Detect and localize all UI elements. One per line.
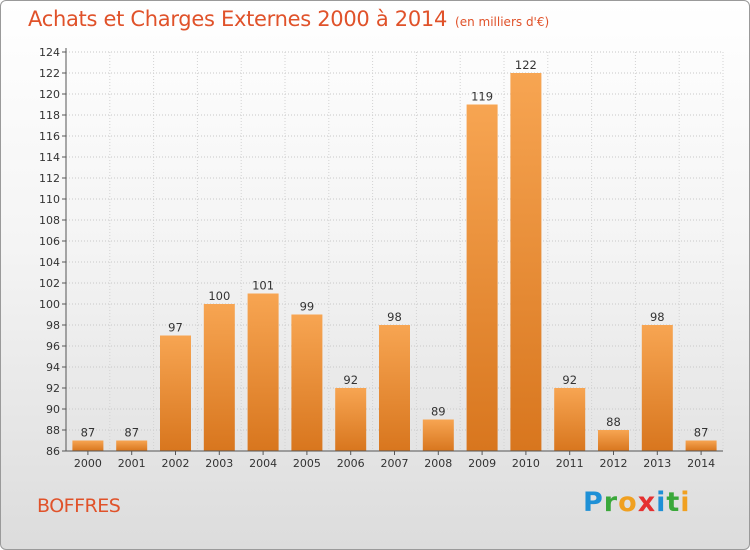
x-tick-label: 2000 <box>74 457 102 470</box>
data-label: 87 <box>81 426 96 440</box>
bar-2001 <box>116 440 148 451</box>
bar-2008 <box>422 419 454 451</box>
bar-2006 <box>335 388 367 451</box>
y-tick-label: 100 <box>39 298 60 311</box>
y-tick-label: 106 <box>39 235 60 248</box>
x-tick-label: 2012 <box>600 457 628 470</box>
data-labels: 87 87 97 100 101 99 92 98 89 119 122 92 88 98 87 <box>81 58 709 440</box>
data-label: 122 <box>515 58 537 72</box>
data-label: 88 <box>606 415 621 429</box>
logo-letter: P <box>583 487 604 518</box>
data-label: 87 <box>124 426 139 440</box>
y-tick-label: 104 <box>39 256 60 269</box>
data-label: 119 <box>471 90 493 104</box>
data-label: 89 <box>431 405 446 419</box>
grid-lines <box>65 51 724 452</box>
y-tick-label: 124 <box>39 46 60 59</box>
x-tick-label: 2006 <box>337 457 365 470</box>
bar-2009 <box>466 104 498 451</box>
x-tick-label: 2004 <box>249 457 277 470</box>
bar-2003 <box>203 304 235 451</box>
y-tick-label: 120 <box>39 88 60 101</box>
data-label: 98 <box>387 310 402 324</box>
y-tick-label: 114 <box>39 151 60 164</box>
x-tick-label: 2013 <box>643 457 671 470</box>
logo-letter: i <box>680 487 691 518</box>
bar-2010 <box>510 73 542 451</box>
bar-2002 <box>160 335 191 451</box>
y-tick-label: 92 <box>46 382 60 395</box>
data-label: 99 <box>300 300 315 314</box>
x-tick-label: 2009 <box>468 457 496 470</box>
bar-2011 <box>554 388 586 451</box>
y-tick-label: 122 <box>39 67 60 80</box>
x-tick-label: 2002 <box>162 457 190 470</box>
x-tick-label: 2008 <box>424 457 452 470</box>
y-tick-label: 110 <box>39 193 60 206</box>
logo-letter: t <box>666 487 681 518</box>
x-tick-label: 2014 <box>687 457 715 470</box>
y-tick-label: 118 <box>39 109 60 122</box>
x-tick-label: 2007 <box>381 457 409 470</box>
y-tick-label: 98 <box>46 319 60 332</box>
bar-2014 <box>685 440 717 451</box>
y-tick-label: 96 <box>46 340 60 353</box>
y-tick-label: 108 <box>39 214 60 227</box>
data-label: 92 <box>343 373 358 387</box>
data-label: 98 <box>650 310 665 324</box>
logo-letter: i <box>656 487 667 518</box>
y-tick-label: 88 <box>46 424 60 437</box>
bar-2013 <box>641 325 673 451</box>
y-tick-label: 112 <box>39 172 60 185</box>
data-label: 97 <box>168 321 183 335</box>
bar-2004 <box>247 293 279 451</box>
chart-title-text: Achats et Charges Externes 2000 à 2014 <box>28 7 448 31</box>
data-label: 87 <box>694 426 709 440</box>
y-tick-label: 102 <box>39 277 60 290</box>
y-tick-label: 86 <box>46 445 60 458</box>
bar-2000 <box>72 440 104 451</box>
commune-name: BOFFRES <box>37 495 121 517</box>
data-label: 101 <box>252 279 274 293</box>
y-tick-label: 94 <box>46 361 60 374</box>
bar-2005 <box>291 314 323 451</box>
logo-letter: r <box>603 487 619 518</box>
logo-letter: o <box>618 487 638 518</box>
data-label: 100 <box>208 289 230 303</box>
y-tick-label: 116 <box>39 130 60 143</box>
x-tick-label: 2001 <box>118 457 146 470</box>
x-tick-label: 2010 <box>512 457 540 470</box>
chart-title: Achats et Charges Externes 2000 à 2014 (e… <box>28 7 549 31</box>
x-tick-label: 2003 <box>205 457 233 470</box>
axes: 86 88 90 92 94 96 98 100 102 104 106 108 110 112 114 11… <box>39 46 723 470</box>
bar-2012 <box>598 430 629 451</box>
logo-letter: x <box>637 487 657 518</box>
x-tick-label: 2011 <box>556 457 584 470</box>
data-label: 92 <box>562 373 577 387</box>
bar-2007 <box>379 325 410 451</box>
proxiti-logo[interactable]: Proxiti <box>583 487 691 518</box>
x-tick-label: 2005 <box>293 457 321 470</box>
bars <box>72 73 717 451</box>
y-tick-label: 90 <box>46 403 60 416</box>
chart-unit: (en milliers d'€) <box>455 15 550 29</box>
